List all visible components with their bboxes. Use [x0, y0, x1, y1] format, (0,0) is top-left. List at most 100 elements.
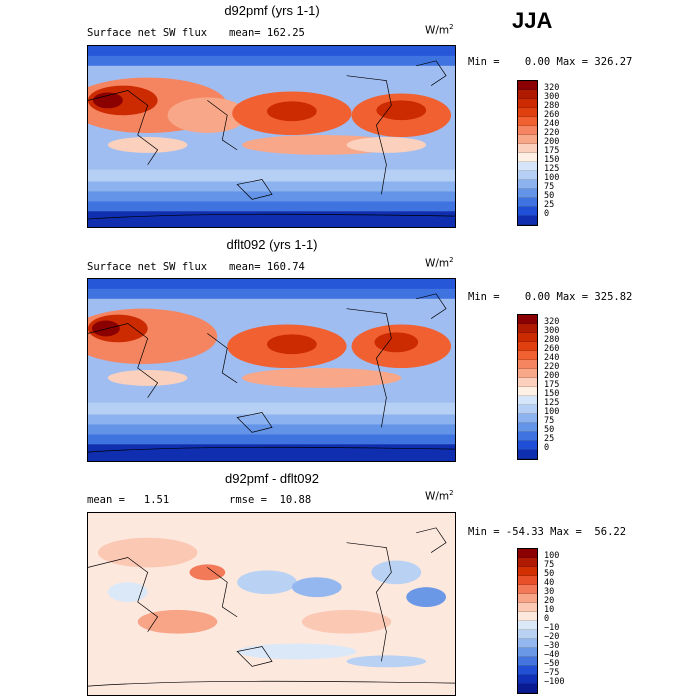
colorbar-tick-label: −20 [544, 632, 560, 642]
colorbar-tick-label: 300 [544, 92, 560, 102]
colorbar-tick-label: 220 [544, 128, 560, 138]
panel2-colorbar [517, 314, 538, 460]
colorbar-swatch [518, 135, 537, 144]
panel1-colorbar [517, 80, 538, 226]
colorbar-swatch [518, 369, 537, 378]
colorbar-swatch [518, 405, 537, 414]
colorbar-swatch [518, 189, 537, 198]
colorbar-swatch [518, 603, 537, 612]
colorbar-swatch [518, 126, 537, 135]
colorbar-swatch [518, 333, 537, 342]
colorbar-swatch [518, 648, 537, 657]
colorbar-swatch [518, 657, 537, 666]
colorbar-swatch [518, 675, 537, 684]
colorbar-tick-label: 75 [544, 560, 555, 570]
colorbar-tick-label: 150 [544, 155, 560, 165]
panel1-title: d92pmf (yrs 1-1) [224, 3, 320, 18]
colorbar-swatch [518, 567, 537, 576]
colorbar-swatch [518, 90, 537, 99]
colorbar-tick-label: −100 [544, 677, 565, 687]
panel1-variable: Surface net SW flux [87, 27, 208, 39]
colorbar-tick-label: 125 [544, 164, 560, 174]
colorbar-tick-label: 10 [544, 605, 555, 615]
colorbar-tick-label: 240 [544, 353, 560, 363]
colorbar-tick-label: 260 [544, 110, 560, 120]
colorbar-swatch [518, 216, 537, 225]
colorbar-tick-label: 100 [544, 551, 560, 561]
panel2-title: dflt092 (yrs 1-1) [226, 237, 318, 252]
colorbar-tick-label: 125 [544, 398, 560, 408]
colorbar-tick-label: 50 [544, 569, 555, 579]
panel3-units: W/m2 [425, 489, 454, 503]
panel3-map [87, 512, 456, 696]
colorbar-swatch [518, 423, 537, 432]
panel3-mean: mean = 1.51 [87, 494, 170, 506]
colorbar-swatch [518, 612, 537, 621]
colorbar-tick-label: 150 [544, 389, 560, 399]
colorbar-tick-label: 0 [544, 209, 550, 219]
panel3-colorbar [517, 548, 538, 694]
colorbar-swatch [518, 108, 537, 117]
colorbar-swatch [518, 207, 537, 216]
panel2-units: W/m2 [425, 256, 454, 270]
colorbar-tick-label: 0 [544, 614, 550, 624]
panel1-mean: mean= 162.25 [229, 27, 305, 39]
colorbar-tick-label: −40 [544, 650, 560, 660]
colorbar-tick-label: 200 [544, 371, 560, 381]
colorbar-swatch [518, 684, 537, 693]
colorbar-tick-label: −30 [544, 641, 560, 651]
colorbar-tick-label: 220 [544, 362, 560, 372]
panel3-title: d92pmf - dflt092 [225, 471, 319, 486]
colorbar-tick-label: 75 [544, 182, 555, 192]
colorbar-swatch [518, 396, 537, 405]
colorbar-tick-label: 300 [544, 326, 560, 336]
colorbar-tick-label: −75 [544, 668, 560, 678]
colorbar-tick-label: 320 [544, 317, 560, 327]
colorbar-swatch [518, 198, 537, 207]
colorbar-swatch [518, 117, 537, 126]
colorbar-tick-label: 25 [544, 434, 555, 444]
colorbar-tick-label: 30 [544, 587, 555, 597]
colorbar-swatch [518, 450, 537, 459]
colorbar-swatch [518, 351, 537, 360]
colorbar-tick-label: −10 [544, 623, 560, 633]
colorbar-swatch [518, 171, 537, 180]
colorbar-tick-label: 175 [544, 146, 560, 156]
panel2-map [87, 278, 456, 462]
colorbar-swatch [518, 441, 537, 450]
colorbar-swatch [518, 585, 537, 594]
colorbar-tick-label: 320 [544, 83, 560, 93]
season-label: JJA [512, 8, 553, 33]
panel1-minmax: Min = 0.00 Max = 326.27 [468, 56, 633, 68]
colorbar-swatch [518, 378, 537, 387]
colorbar-tick-label: −50 [544, 659, 560, 669]
colorbar-swatch [518, 414, 537, 423]
colorbar-swatch [518, 576, 537, 585]
colorbar-tick-label: 175 [544, 380, 560, 390]
colorbar-swatch [518, 549, 537, 558]
colorbar-swatch [518, 144, 537, 153]
colorbar-tick-label: 260 [544, 344, 560, 354]
colorbar-tick-label: 280 [544, 335, 560, 345]
panel2-minmax: Min = 0.00 Max = 325.82 [468, 291, 633, 303]
colorbar-swatch [518, 666, 537, 675]
panel2-mean: mean= 160.74 [229, 261, 305, 273]
colorbar-swatch [518, 630, 537, 639]
colorbar-tick-label: 280 [544, 101, 560, 111]
colorbar-tick-label: 100 [544, 407, 560, 417]
colorbar-swatch [518, 315, 537, 324]
colorbar-swatch [518, 639, 537, 648]
colorbar-swatch [518, 153, 537, 162]
colorbar-swatch [518, 324, 537, 333]
colorbar-swatch [518, 180, 537, 189]
colorbar-tick-label: 40 [544, 578, 555, 588]
colorbar-tick-label: 100 [544, 173, 560, 183]
colorbar-tick-label: 0 [544, 443, 550, 453]
colorbar-tick-label: 50 [544, 425, 555, 435]
colorbar-swatch [518, 162, 537, 171]
colorbar-swatch [518, 432, 537, 441]
panel2-variable: Surface net SW flux [87, 261, 208, 273]
colorbar-tick-label: 20 [544, 596, 555, 606]
colorbar-swatch [518, 558, 537, 567]
colorbar-tick-label: 240 [544, 119, 560, 129]
